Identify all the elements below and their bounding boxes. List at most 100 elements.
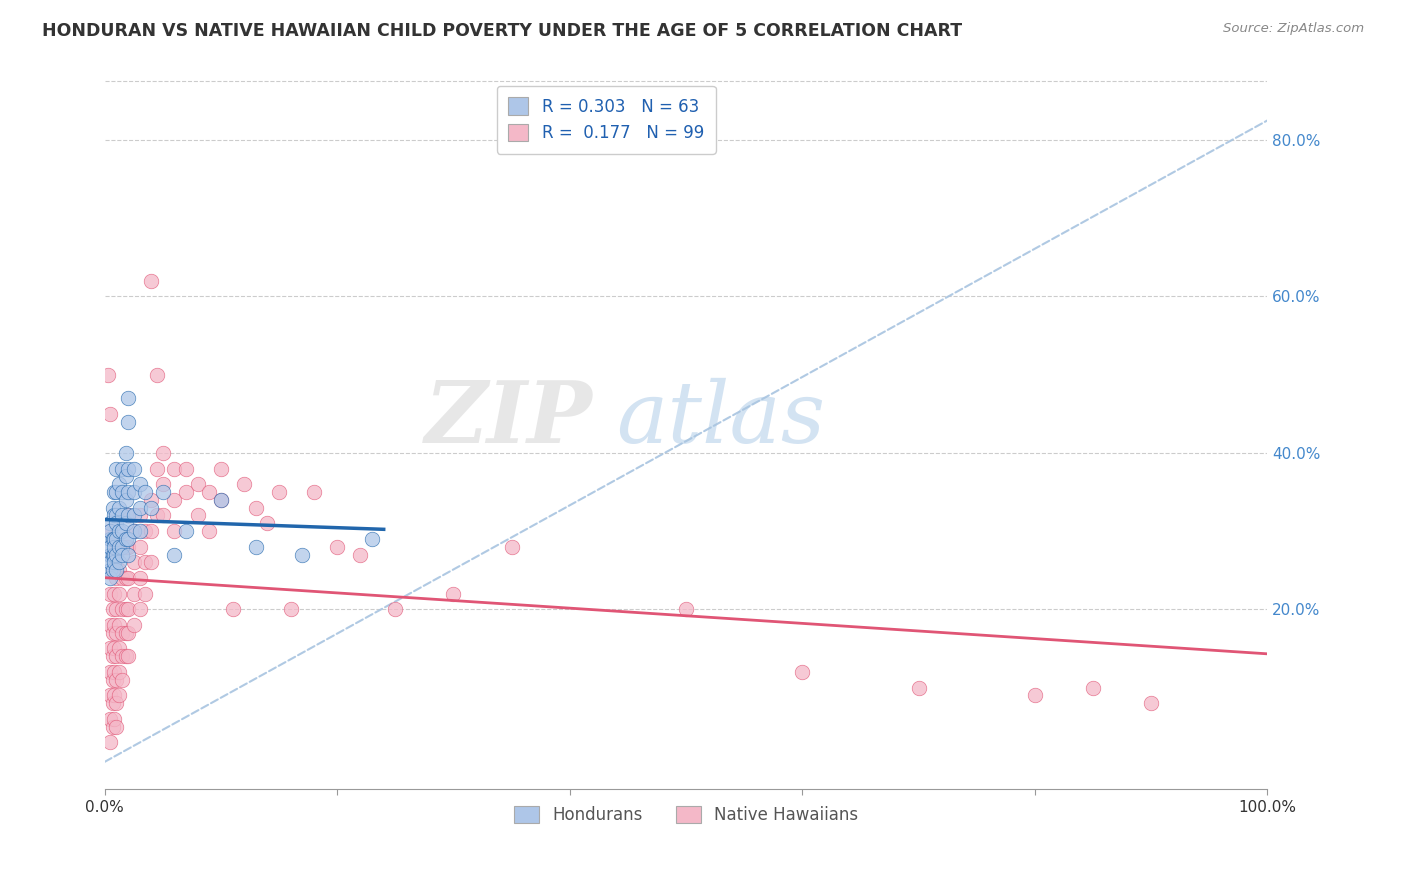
Point bbox=[100, 618, 122, 632]
Point bbox=[117, 548, 139, 562]
Point bbox=[187, 508, 209, 523]
Point bbox=[134, 587, 156, 601]
Point bbox=[111, 540, 134, 554]
Point bbox=[291, 548, 314, 562]
Point bbox=[107, 540, 129, 554]
Point bbox=[114, 571, 136, 585]
Point bbox=[114, 540, 136, 554]
Point bbox=[675, 602, 697, 616]
Point bbox=[792, 665, 814, 679]
Point bbox=[117, 532, 139, 546]
Point bbox=[105, 602, 128, 616]
Point bbox=[117, 461, 139, 475]
Point bbox=[111, 548, 134, 562]
Point bbox=[103, 665, 125, 679]
Point bbox=[100, 540, 122, 554]
Point bbox=[349, 548, 371, 562]
Point bbox=[111, 673, 134, 687]
Point bbox=[256, 516, 278, 531]
Point bbox=[103, 689, 125, 703]
Point bbox=[117, 540, 139, 554]
Point bbox=[198, 524, 221, 538]
Point bbox=[100, 407, 122, 421]
Point bbox=[100, 555, 122, 569]
Point bbox=[128, 524, 150, 538]
Point bbox=[107, 587, 129, 601]
Point bbox=[107, 563, 129, 577]
Point bbox=[122, 587, 145, 601]
Point bbox=[114, 492, 136, 507]
Point bbox=[111, 571, 134, 585]
Point bbox=[111, 461, 134, 475]
Point bbox=[105, 625, 128, 640]
Point bbox=[141, 274, 163, 288]
Point bbox=[105, 461, 128, 475]
Point bbox=[117, 571, 139, 585]
Point bbox=[117, 391, 139, 405]
Point bbox=[100, 532, 122, 546]
Point bbox=[209, 461, 232, 475]
Point bbox=[117, 415, 139, 429]
Point bbox=[117, 625, 139, 640]
Point bbox=[443, 587, 465, 601]
Point bbox=[384, 602, 406, 616]
Point bbox=[105, 696, 128, 710]
Point bbox=[128, 500, 150, 515]
Point bbox=[100, 665, 122, 679]
Point bbox=[174, 461, 197, 475]
Point bbox=[146, 368, 169, 382]
Point bbox=[105, 548, 128, 562]
Text: atlas: atlas bbox=[616, 377, 825, 460]
Point bbox=[114, 532, 136, 546]
Point bbox=[152, 485, 174, 500]
Point bbox=[117, 602, 139, 616]
Point bbox=[101, 696, 124, 710]
Point bbox=[111, 508, 134, 523]
Point bbox=[100, 641, 122, 656]
Point bbox=[105, 508, 128, 523]
Point bbox=[111, 625, 134, 640]
Text: Source: ZipAtlas.com: Source: ZipAtlas.com bbox=[1223, 22, 1364, 36]
Point bbox=[101, 532, 124, 546]
Point bbox=[1081, 681, 1104, 695]
Point bbox=[128, 571, 150, 585]
Point bbox=[107, 555, 129, 569]
Point bbox=[111, 524, 134, 538]
Point bbox=[105, 532, 128, 546]
Point bbox=[107, 477, 129, 491]
Point bbox=[103, 555, 125, 569]
Legend: Hondurans, Native Hawaiians: Hondurans, Native Hawaiians bbox=[503, 796, 869, 834]
Point bbox=[134, 555, 156, 569]
Point bbox=[122, 508, 145, 523]
Point bbox=[117, 649, 139, 664]
Point bbox=[103, 485, 125, 500]
Point bbox=[103, 532, 125, 546]
Point bbox=[141, 492, 163, 507]
Point bbox=[163, 548, 186, 562]
Point bbox=[100, 524, 122, 538]
Point bbox=[114, 516, 136, 531]
Point bbox=[101, 720, 124, 734]
Point bbox=[152, 508, 174, 523]
Point bbox=[141, 555, 163, 569]
Point bbox=[209, 492, 232, 507]
Point bbox=[101, 602, 124, 616]
Point bbox=[100, 548, 122, 562]
Point bbox=[103, 540, 125, 554]
Point bbox=[103, 641, 125, 656]
Point bbox=[907, 681, 929, 695]
Point bbox=[100, 735, 122, 749]
Point bbox=[105, 563, 128, 577]
Point bbox=[111, 485, 134, 500]
Point bbox=[141, 500, 163, 515]
Point bbox=[326, 540, 349, 554]
Point bbox=[100, 587, 122, 601]
Point bbox=[107, 641, 129, 656]
Point bbox=[233, 477, 256, 491]
Point bbox=[103, 508, 125, 523]
Point bbox=[245, 500, 267, 515]
Point bbox=[107, 524, 129, 538]
Point bbox=[101, 673, 124, 687]
Point bbox=[105, 720, 128, 734]
Point bbox=[103, 712, 125, 726]
